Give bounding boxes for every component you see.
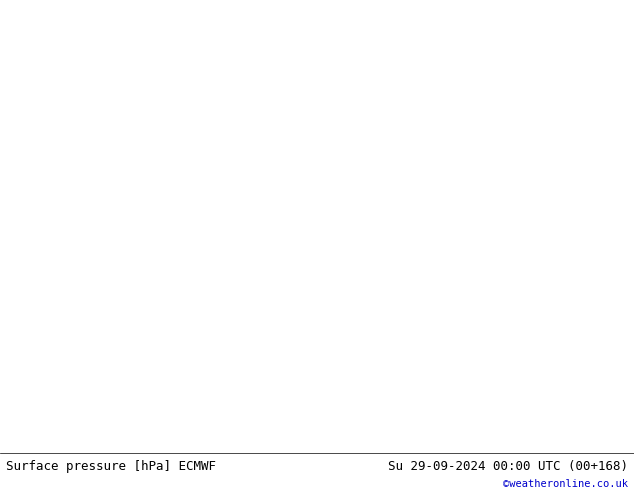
Text: ©weatheronline.co.uk: ©weatheronline.co.uk: [503, 480, 628, 490]
Text: Surface pressure [hPa] ECMWF: Surface pressure [hPa] ECMWF: [6, 460, 216, 473]
Text: Su 29-09-2024 00:00 UTC (00+168): Su 29-09-2024 00:00 UTC (00+168): [387, 460, 628, 473]
